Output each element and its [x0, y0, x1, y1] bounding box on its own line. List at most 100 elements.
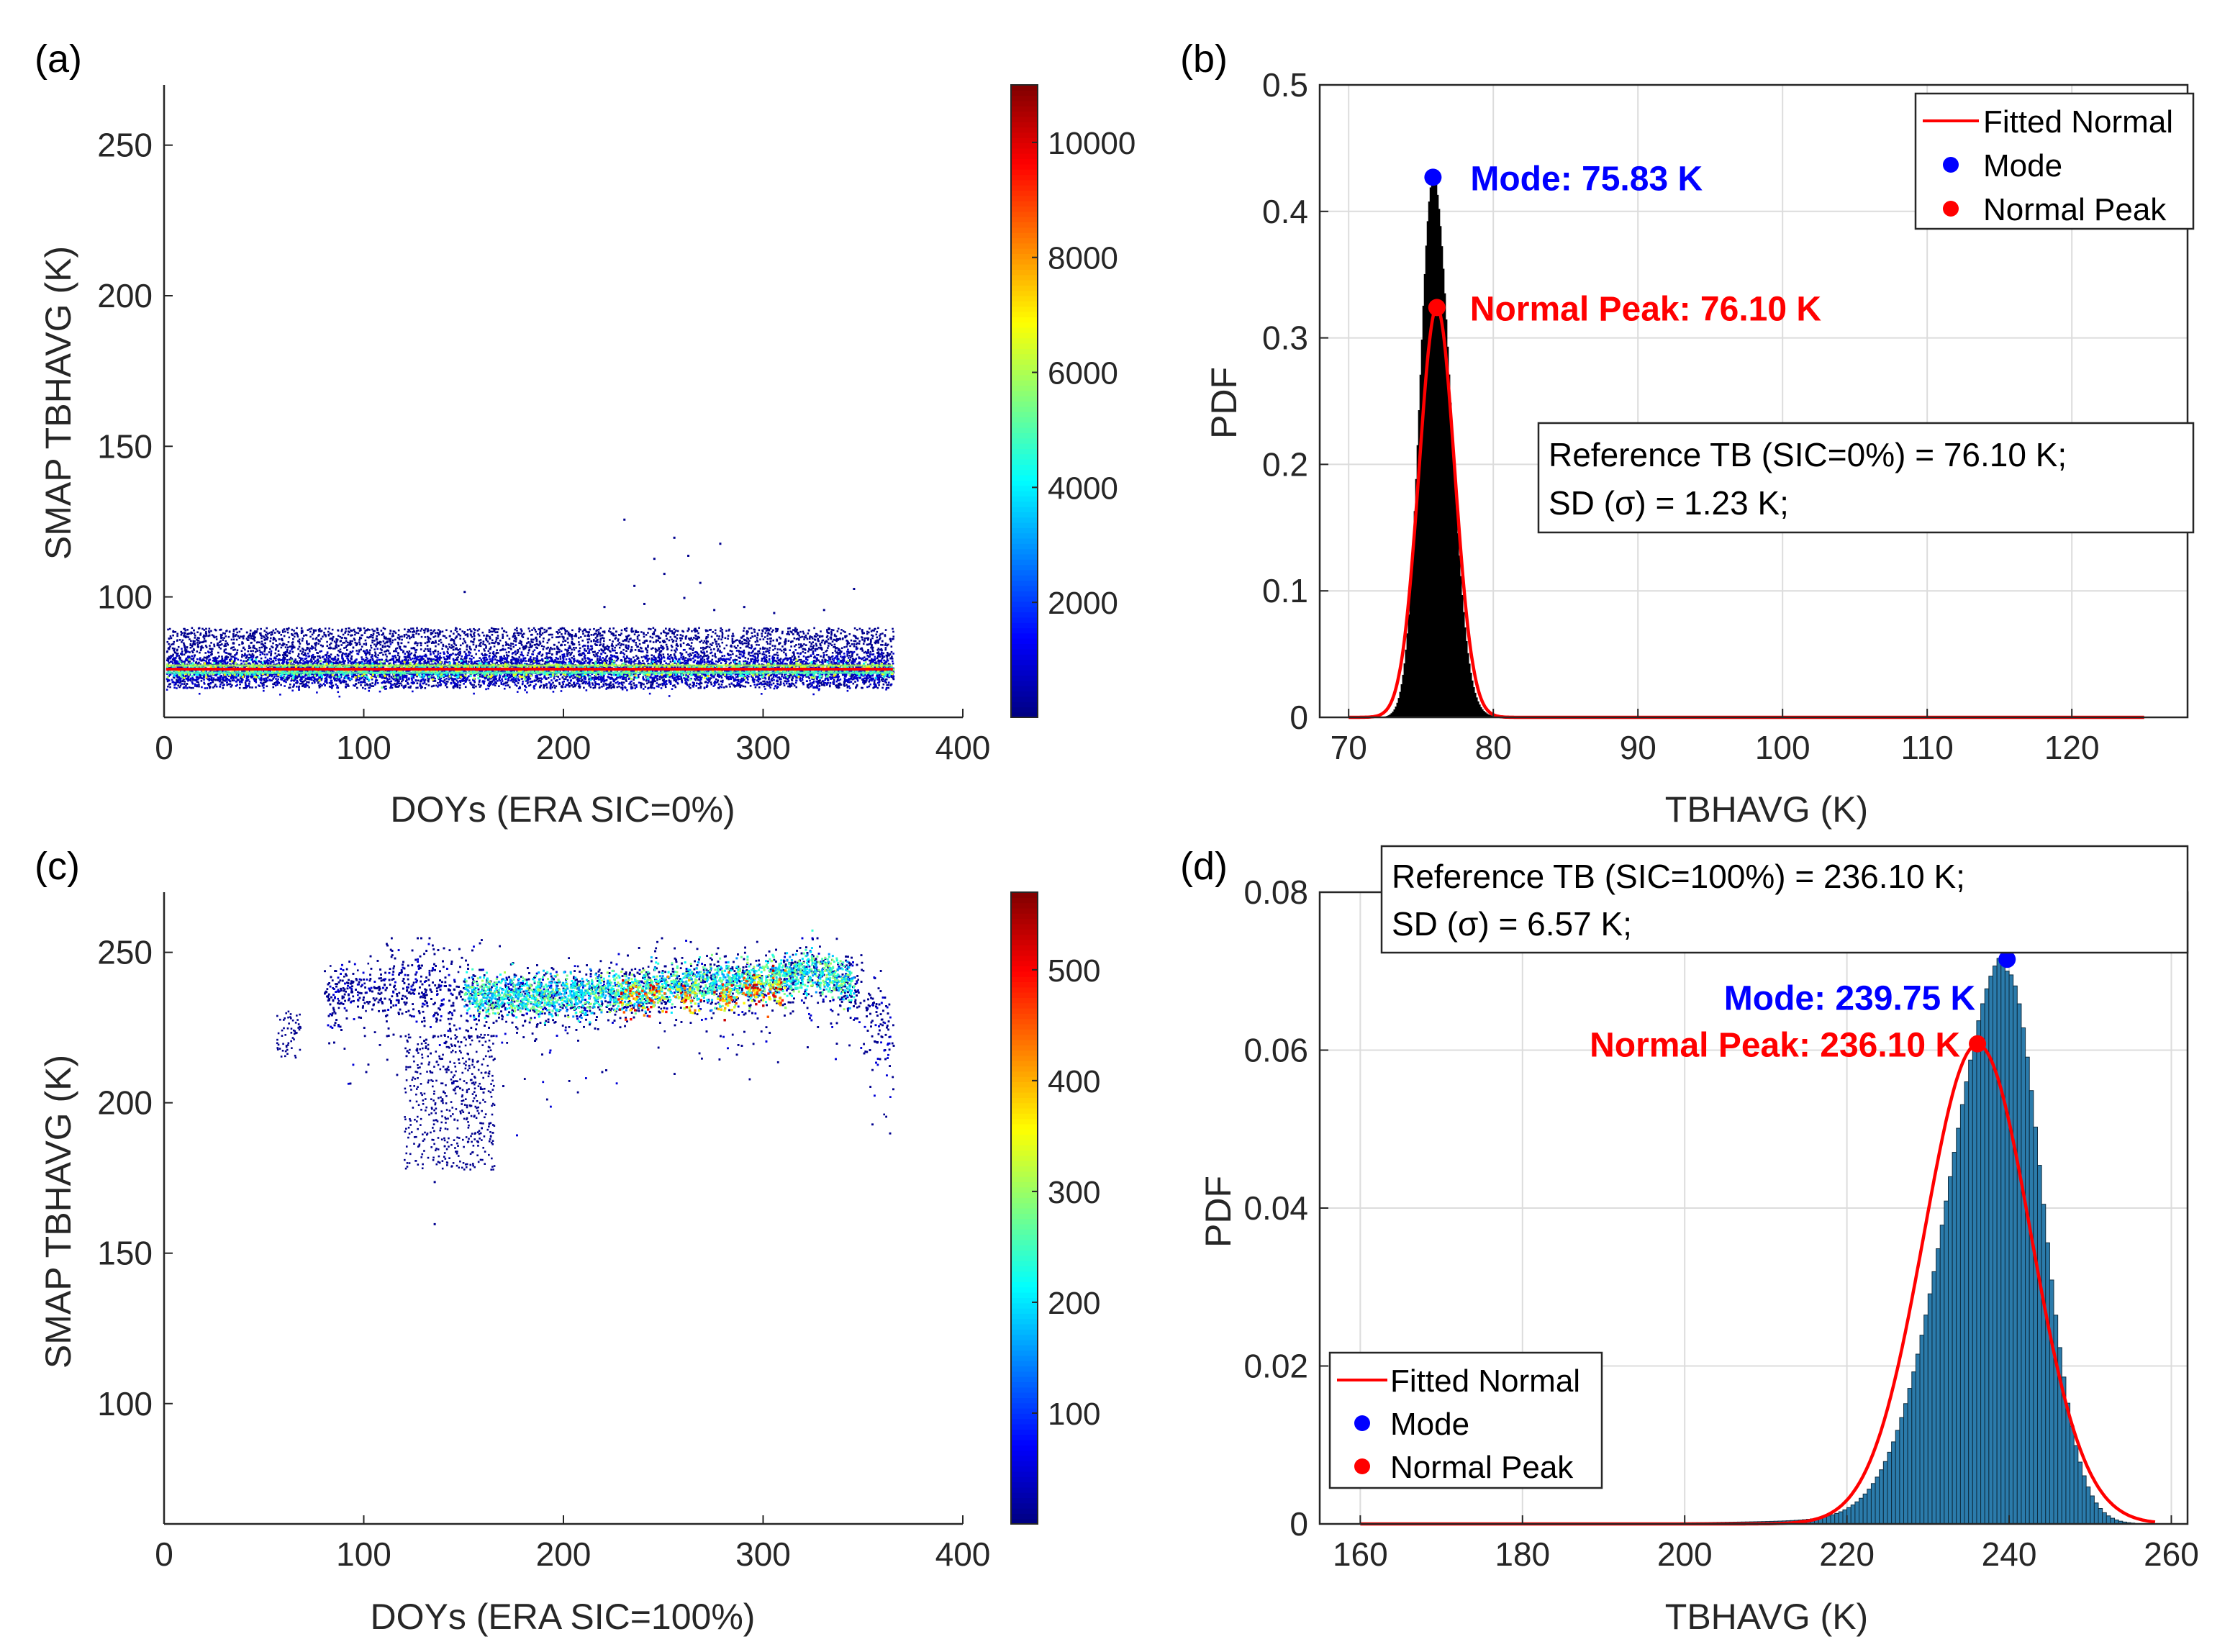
- panel-a-point: [379, 643, 381, 646]
- panel-a-point: [424, 678, 427, 681]
- panel-a-point: [532, 638, 535, 641]
- panel-a-point: [514, 637, 516, 640]
- panel-a-point: [627, 644, 630, 647]
- panel-a-point: [624, 661, 626, 663]
- panel-a-point: [696, 677, 698, 680]
- panel-a-point: [686, 684, 689, 686]
- panel-a-point: [660, 658, 663, 661]
- panel-a-point: [361, 645, 363, 648]
- panel-a-point: [828, 628, 830, 631]
- panel-a-point: [189, 657, 192, 660]
- panel-a-point: [384, 685, 387, 688]
- panel-a-point: [745, 681, 747, 684]
- panel-a-point: [304, 653, 307, 655]
- panel-a-point: [759, 648, 762, 650]
- panel-a-point: [591, 647, 594, 650]
- panel-a-point: [705, 637, 708, 639]
- panel-a-point: [834, 663, 837, 666]
- panel-a-point: [620, 632, 622, 635]
- panel-a-point: [408, 650, 411, 653]
- panel-a-point: [596, 639, 599, 642]
- panel-a-point: [430, 685, 433, 688]
- panel-a-point: [347, 633, 350, 636]
- panel-a-point: [874, 641, 876, 644]
- panel-a-point: [368, 653, 371, 655]
- panel-a-point: [354, 633, 356, 636]
- panel-a-point: [852, 682, 855, 685]
- panel-a-point: [335, 679, 338, 682]
- panel-a-point: [404, 645, 407, 648]
- panel-a-point: [184, 629, 186, 632]
- panel-a-point: [382, 653, 384, 656]
- panel-a-point: [184, 651, 187, 654]
- panel-a-point: [805, 644, 807, 646]
- panel-a-point: [432, 679, 435, 682]
- panel-a-point: [276, 645, 278, 648]
- panel-a-point: [645, 656, 648, 658]
- panel-a-point: [754, 686, 757, 689]
- panel-a-point: [874, 640, 877, 643]
- panel-a-point: [351, 640, 353, 643]
- panel-a-point: [397, 643, 399, 646]
- panel-a-point: [716, 635, 718, 637]
- panel-a-point: [581, 678, 584, 681]
- panel-a-point: [537, 680, 540, 683]
- panel-a-point: [207, 684, 210, 686]
- panel-a-point: [271, 631, 273, 634]
- panel-a-point: [670, 649, 673, 652]
- panel-a-point: [655, 635, 658, 637]
- panel-a-point: [441, 648, 444, 650]
- panel-a-point: [293, 630, 295, 632]
- panel-a-point: [335, 646, 338, 649]
- panel-a-point: [338, 650, 341, 653]
- panel-a-point: [558, 648, 561, 651]
- panel-a-point: [804, 656, 807, 659]
- panel-a-point: [643, 663, 646, 666]
- panel-a-point: [536, 633, 539, 635]
- panel-a-point: [704, 681, 707, 683]
- panel-a-point: [753, 655, 756, 658]
- panel-a-point: [185, 649, 188, 651]
- panel-a-point: [385, 650, 388, 653]
- panel-a-point: [468, 628, 471, 630]
- panel-a-point: [391, 641, 394, 644]
- panel-a-point: [607, 648, 609, 651]
- panel-a-point: [463, 640, 466, 643]
- panel-a-point: [401, 635, 403, 637]
- panel-a-point: [869, 659, 871, 662]
- panel-a-point: [810, 645, 812, 648]
- panel-a-point: [531, 666, 534, 668]
- panel-a-point: [225, 648, 227, 650]
- panel-a-point: [802, 630, 804, 633]
- panel-a-point: [196, 685, 199, 688]
- panel-a-point: [200, 645, 202, 648]
- panel-a-point: [762, 680, 764, 683]
- panel-a-point: [241, 635, 243, 638]
- panel-a-point: [581, 673, 583, 676]
- panel-a-point: [588, 678, 590, 681]
- panel-a-point: [596, 662, 598, 664]
- panel-a-point: [199, 651, 201, 654]
- panel-a-point: [766, 681, 769, 684]
- panel-a-point: [337, 649, 340, 652]
- panel-a-point: [730, 653, 732, 656]
- panel-a-point: [317, 639, 319, 641]
- panel-a-point: [638, 634, 640, 637]
- panel-a-point: [781, 630, 784, 633]
- panel-a-point: [856, 642, 858, 645]
- panel-a-point: [250, 635, 253, 637]
- panel-a-point: [196, 676, 199, 678]
- panel-a-point: [763, 636, 766, 638]
- panel-a-point: [204, 640, 207, 642]
- panel-a-point: [810, 648, 812, 651]
- panel-a-point: [554, 686, 556, 689]
- panel-a-point: [564, 632, 566, 635]
- panel-a-point: [416, 644, 419, 647]
- panel-a-point: [786, 657, 789, 660]
- panel-a-point: [493, 642, 496, 645]
- panel-a-point: [604, 682, 607, 685]
- panel-a-point: [180, 666, 183, 668]
- panel-a-point: [192, 643, 194, 645]
- panel-a-point: [570, 653, 572, 655]
- panel-a-point: [187, 678, 190, 681]
